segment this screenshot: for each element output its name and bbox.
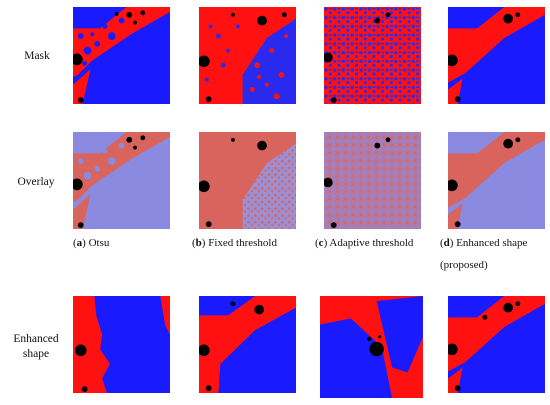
row-label-overlay: Overlay xyxy=(17,176,55,188)
caption-b: (b) Fixed threshold xyxy=(192,237,277,249)
enhanced-fixed-threshold-image xyxy=(199,296,296,393)
mask-otsu-image xyxy=(73,7,170,104)
enhanced-otsu-image xyxy=(73,296,170,393)
overlay-otsu-image xyxy=(73,132,170,229)
mask-fixed-threshold-image xyxy=(199,7,296,104)
row-label-mask: Mask xyxy=(24,50,50,62)
mask-enhanced-shape-image xyxy=(448,7,545,104)
caption-d: (d) Enhanced shape (proposed) xyxy=(440,237,528,271)
enhanced-proposed-image xyxy=(448,296,545,393)
caption-a: (a) Otsu xyxy=(73,237,110,249)
mask-adaptive-threshold-image xyxy=(324,7,421,104)
overlay-adaptive-threshold-image xyxy=(324,132,421,229)
enhanced-adaptive-threshold-image xyxy=(320,296,423,398)
caption-c: (c) Adaptive threshold xyxy=(315,237,414,249)
overlay-enhanced-shape-image xyxy=(448,132,545,229)
row-label-enhanced-shape: Enhanced shape xyxy=(13,333,59,360)
overlay-fixed-threshold-image xyxy=(199,132,296,229)
